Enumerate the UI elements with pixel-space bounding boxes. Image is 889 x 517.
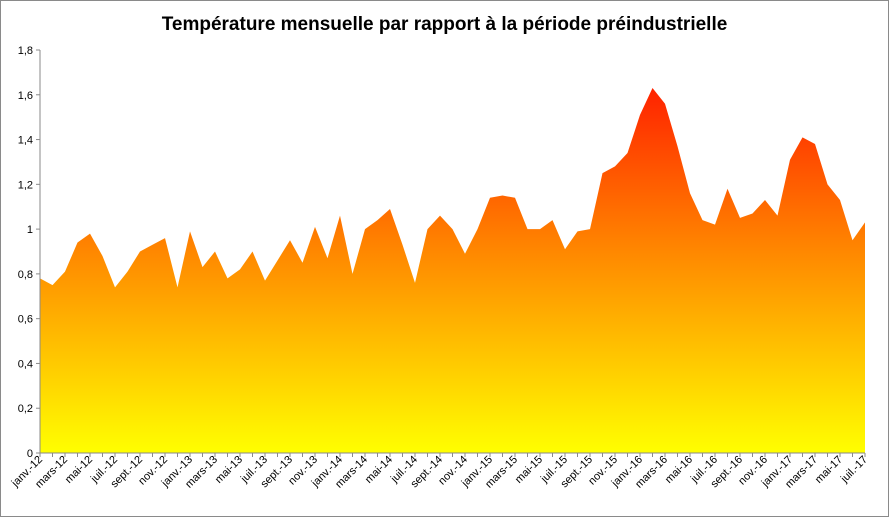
y-tick-label: 1 (27, 224, 33, 236)
x-tick-label: mai-15 (513, 454, 545, 486)
chart-title: Température mensuelle par rapport à la p… (161, 14, 728, 35)
x-tick-label: juil.-17 (838, 454, 870, 486)
x-tick-label: mai-14 (363, 454, 395, 486)
temperature-area (40, 88, 865, 453)
y-tick-label: 1,6 (18, 90, 33, 102)
y-tick-label: 0,8 (18, 269, 33, 281)
x-tick-label: mai-17 (813, 454, 845, 486)
x-tick-label: mai-16 (663, 454, 695, 486)
y-tick-label: 1,8 (18, 45, 33, 57)
y-tick-label: 1,2 (18, 179, 33, 191)
y-tick-label: 0,6 (18, 314, 33, 326)
x-tick-label: mai-13 (213, 454, 245, 486)
y-tick-label: 0 (27, 448, 33, 460)
y-tick-label: 1,4 (18, 135, 33, 147)
y-tick-label: 0,4 (18, 358, 33, 370)
y-tick-label: 0,2 (18, 403, 33, 415)
x-tick-label: mai-12 (63, 454, 95, 486)
